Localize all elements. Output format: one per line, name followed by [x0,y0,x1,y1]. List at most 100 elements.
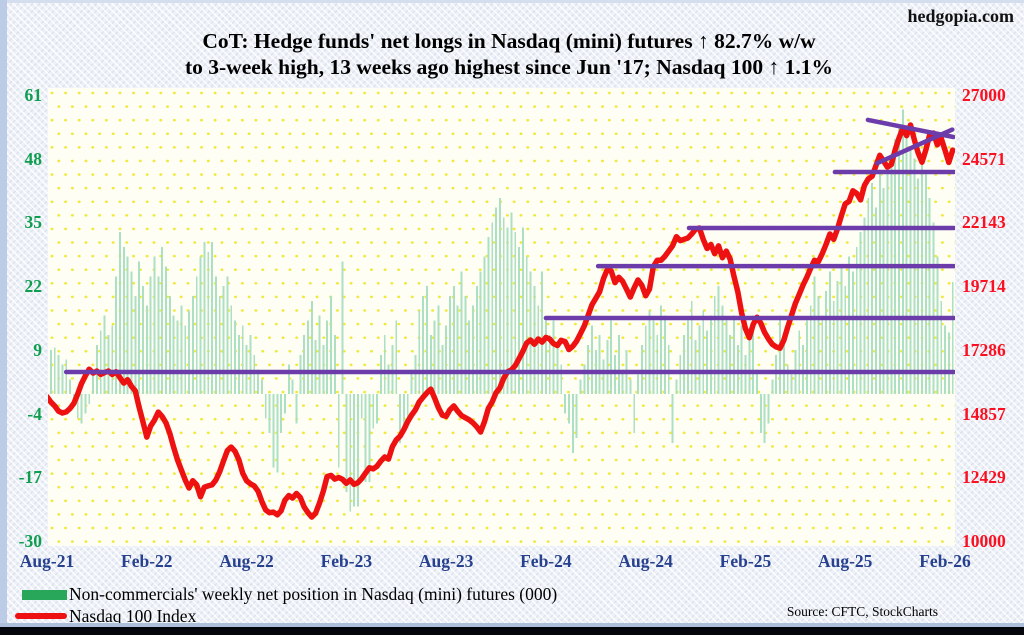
net-position-bar [479,271,482,394]
line-series-swatch [15,613,67,619]
net-position-bar [571,394,574,453]
net-position-bar [936,256,939,394]
net-position-bar [284,394,286,414]
net-position-bar [422,295,425,394]
pennant-trendline [874,127,955,166]
net-position-bar [126,256,129,394]
net-position-bar [452,286,455,394]
net-position-bar [230,305,233,394]
bottom-border [0,627,1024,635]
net-position-bar [153,256,156,394]
net-position-bar [771,379,774,394]
net-position-bar [376,394,378,424]
net-position-bar [829,271,831,394]
tick-x-label: Aug-24 [618,551,673,571]
net-position-bar [287,364,290,394]
net-position-bar [921,153,923,394]
net-position-bar [779,315,781,394]
net-position-bar [913,158,916,394]
tick-left-label: -30 [18,531,42,551]
net-position-bar [429,335,432,394]
net-position-bar [165,266,167,394]
net-position-bar [905,129,908,395]
net-position-bar [245,345,248,394]
net-position-bar [510,212,513,394]
net-position-bar [667,345,670,394]
net-position-bar [713,295,716,394]
tick-left-label: 9 [33,339,42,360]
net-position-bar [759,394,762,434]
net-position-bar [694,340,697,394]
net-position-bar [295,394,298,424]
net-position-bar [437,305,440,394]
net-position-bar [322,345,325,394]
net-position-bar [238,335,240,394]
net-position-bar [257,369,260,394]
net-position-bar [541,271,544,394]
net-position-bar [568,394,570,424]
net-position-bar [587,345,590,394]
net-position-bar [268,394,271,434]
net-position-bar [598,335,601,394]
net-position-bar [280,394,283,434]
net-position-bar [610,320,613,394]
net-position-bar [882,188,885,394]
net-position-bar [472,305,474,394]
net-position-bar [871,183,874,394]
net-position-bar [426,286,428,394]
net-position-bar [61,364,64,394]
net-position-bar [433,320,436,394]
net-position-bar [721,305,724,394]
net-position-bar [360,394,363,419]
net-position-bar [310,300,313,394]
net-position-bar [502,217,505,394]
net-position-bar [909,148,912,394]
net-position-bar [702,310,705,394]
net-position-bar [149,276,152,394]
plot-area [48,88,955,546]
net-position-bar [215,276,217,394]
net-position-bar [406,394,409,429]
net-position-bar [76,394,79,419]
net-position-bar [487,237,490,394]
net-position-bar [475,286,478,394]
net-position-bar [195,276,198,394]
net-position-bar [736,345,739,394]
net-position-bar [621,369,624,394]
net-position-bar [349,394,352,512]
net-position-bar [652,320,655,394]
net-position-bar [307,320,309,394]
net-position-bar [330,295,332,394]
net-position-bar [138,261,141,394]
net-position-bar [637,374,639,394]
net-position-bar [901,109,904,394]
net-position-bar [928,197,931,394]
tick-right-label: 27000 [962,85,1006,105]
net-position-bar [253,354,256,394]
chart-canvas [48,109,955,520]
net-position-bar [249,335,252,394]
net-position-bar [99,330,102,394]
net-position-bar [111,325,114,394]
tick-right-label: 19714 [962,276,1006,297]
net-position-bar [840,266,843,394]
net-position-bar [491,222,494,394]
net-position-bar [445,325,448,394]
tick-left-label: 48 [24,148,43,169]
nasdaq-100-line [48,122,955,520]
net-position-bar [188,310,190,394]
chart-title-line2: to 3-week high, 13 weeks ago highest sin… [184,55,834,79]
tick-x-label: Aug-21 [19,551,75,571]
top-border [0,0,1024,3]
net-position-bar [498,197,501,394]
net-position-bar [748,335,751,394]
net-position-bar [172,315,175,394]
net-position-bar [675,379,678,394]
net-position-bar [218,295,221,394]
tick-left-label: 35 [24,212,43,233]
bar-series-label: Non-commercials' weekly net position in … [69,584,558,604]
net-position-bar [564,394,567,414]
net-position-bar [161,246,164,394]
net-position-bar [798,330,801,394]
net-position-bar [640,345,643,394]
